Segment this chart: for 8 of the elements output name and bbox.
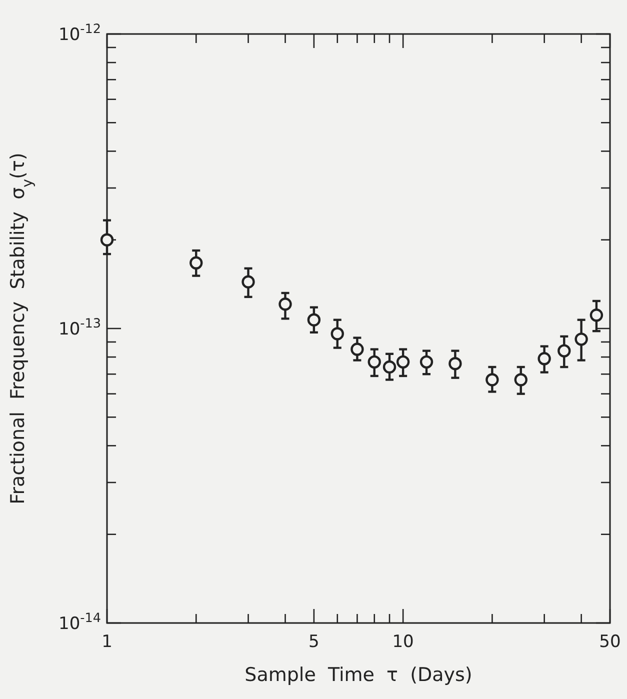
y-tick-label: 10$^{-13}$ (58, 316, 101, 340)
y-tick-label: 10$^{-14}$ (58, 610, 101, 634)
x-axis-title: Sample Time τ (Days) (244, 664, 472, 686)
x-tick-label: 10 (392, 632, 414, 652)
x-tick-label: 5 (308, 632, 320, 652)
x-tick-label: 1 (102, 632, 112, 652)
x-tick-label: 50 (599, 632, 621, 652)
y-tick-label: 10$^{-12}$ (58, 22, 101, 45)
